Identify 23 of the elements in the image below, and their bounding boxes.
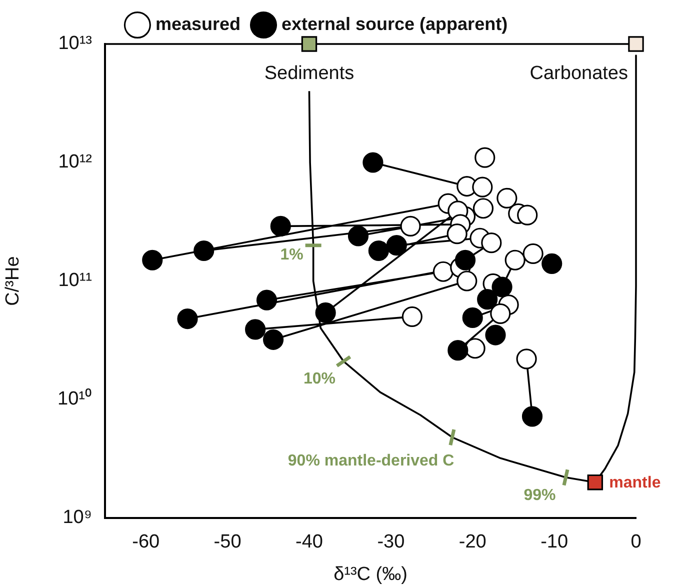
x-tick-label: -40	[295, 532, 323, 553]
x-axis-title: δ¹³C (‰)	[334, 564, 408, 585]
annotation: Sediments	[264, 63, 354, 84]
x-tick-label: -20	[458, 532, 486, 553]
x-tick-label: -60	[132, 532, 160, 553]
y-tick-label: 10¹³	[58, 33, 92, 54]
y-tick-label: 10⁹	[62, 507, 92, 528]
x-tick-label: -30	[377, 532, 405, 553]
x-tick-label: 0	[630, 532, 642, 553]
annotation: mantle	[609, 474, 661, 492]
legend-label: external source (apparent)	[281, 14, 508, 34]
y-tick-label: 10¹²	[58, 152, 92, 173]
x-tick-label: -50	[214, 532, 242, 553]
annotation: Carbonates	[530, 63, 628, 84]
legend-label: measured	[155, 14, 240, 34]
x-tick-label: -10	[540, 532, 568, 553]
y-tick-label: 10¹⁰	[58, 388, 92, 410]
annotation: 10%	[304, 370, 336, 388]
y-axis-title: C/³He	[2, 256, 24, 306]
y-tick-label: 10¹¹	[58, 270, 92, 292]
annotation: 90% mantle-derived C	[288, 452, 455, 470]
annotation: 99%	[524, 486, 556, 504]
annotation: 1%	[280, 246, 304, 264]
